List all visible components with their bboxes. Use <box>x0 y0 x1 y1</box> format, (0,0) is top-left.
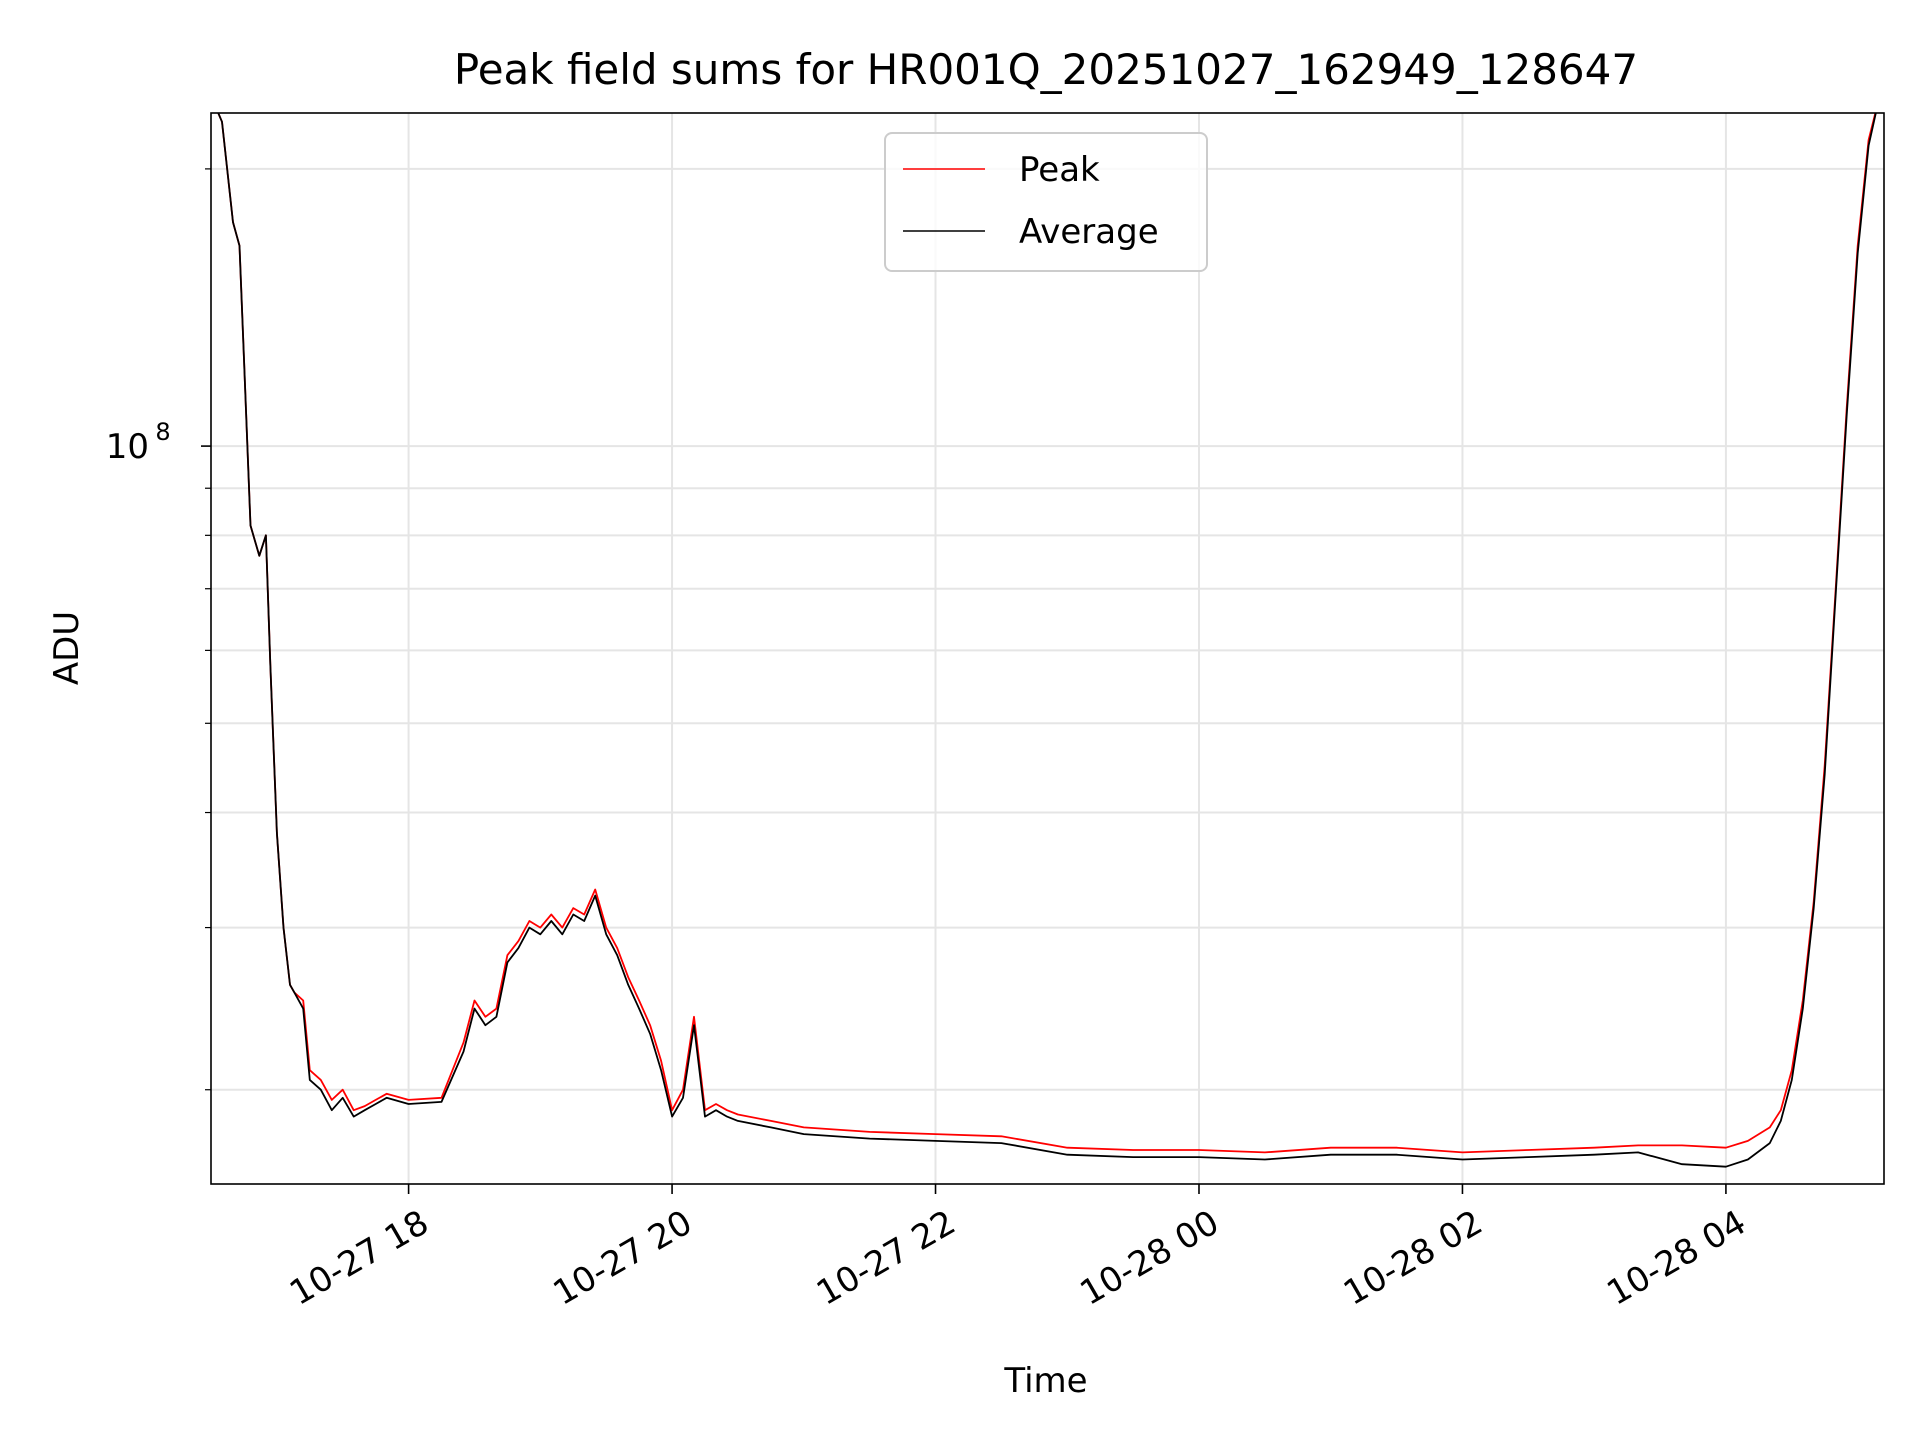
legend-label-peak: Peak <box>1019 150 1100 190</box>
legend-label-average: Average <box>1019 212 1159 252</box>
y-tick-label: 10 <box>106 427 149 467</box>
y-axis: 10 8 <box>106 168 211 1091</box>
y-tick-label-exponent: 8 <box>155 418 170 446</box>
chart-title: Peak field sums for HR001Q_20251027_1629… <box>454 45 1638 94</box>
series-line-average <box>217 113 1877 1168</box>
y-axis-label: ADU <box>47 611 87 685</box>
x-axis-label: Time <box>1003 1361 1087 1401</box>
plot-frame <box>210 112 1885 1185</box>
series-layer <box>217 113 1877 1168</box>
legend: Peak Average <box>884 132 1208 272</box>
series-line-peak <box>217 113 1877 1154</box>
legend-box <box>884 132 1208 272</box>
